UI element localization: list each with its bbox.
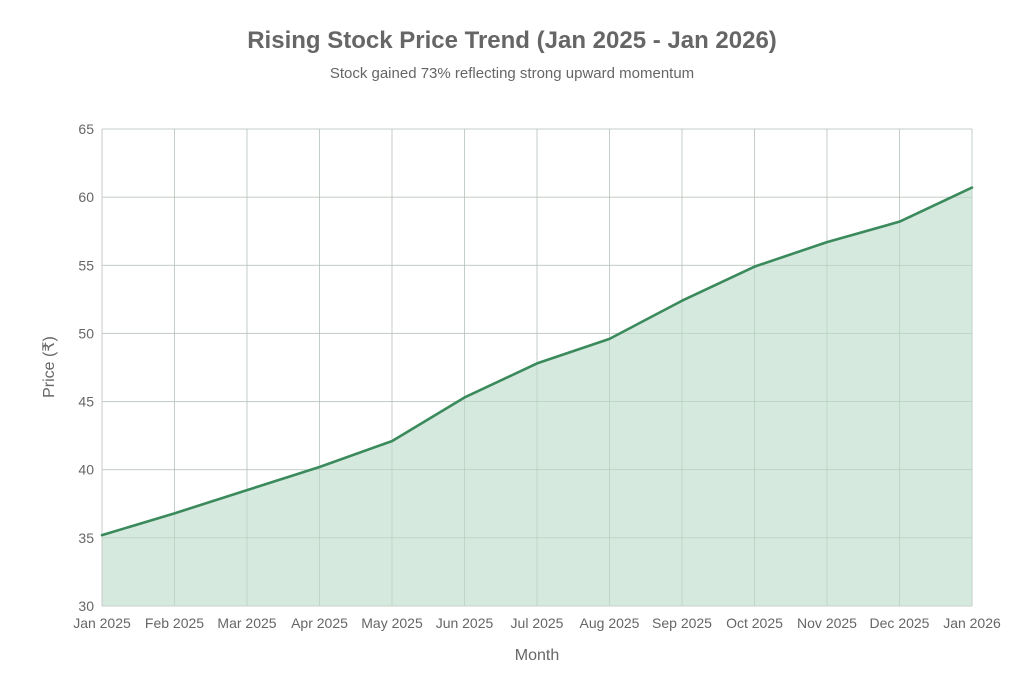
y-axis-title: Price (₹): [41, 336, 58, 398]
y-tick-label: 35: [78, 530, 94, 546]
y-tick-label: 50: [78, 325, 94, 341]
x-tick-label: May 2025: [361, 615, 423, 631]
x-tick-label: Oct 2025: [726, 615, 783, 631]
y-tick-label: 65: [78, 121, 94, 137]
y-tick-label: 40: [78, 462, 94, 478]
x-tick-label: Jun 2025: [436, 615, 494, 631]
x-tick-label: Jan 2026: [943, 615, 1001, 631]
x-tick-label: Jul 2025: [511, 615, 564, 631]
x-tick-label: Aug 2025: [580, 615, 640, 631]
x-axis-title: Month: [515, 647, 559, 664]
x-tick-label: Mar 2025: [217, 615, 276, 631]
x-tick-label: Apr 2025: [291, 615, 348, 631]
series-line: [100, 186, 974, 537]
x-tick-label: Jan 2025: [73, 615, 131, 631]
y-tick-label: 30: [78, 598, 94, 614]
chart-title: Rising Stock Price Trend (Jan 2025 - Jan…: [247, 27, 777, 54]
area-layer: [100, 128, 974, 607]
x-tick-label: Dec 2025: [870, 615, 930, 631]
y-tick-label: 60: [78, 189, 94, 205]
x-tick-label: Nov 2025: [797, 615, 857, 631]
y-tick-label: 55: [78, 257, 94, 273]
x-tick-label: Feb 2025: [145, 615, 204, 631]
y-tick-label: 45: [78, 394, 94, 410]
x-tick-label: Sep 2025: [652, 615, 712, 631]
chart-subtitle: Stock gained 73% reflecting strong upwar…: [330, 65, 694, 82]
tick-layer: 30 35 40 45 50 55 60 65 Jan 2025 Feb 2025 Mar 2025…: [73, 121, 1001, 631]
